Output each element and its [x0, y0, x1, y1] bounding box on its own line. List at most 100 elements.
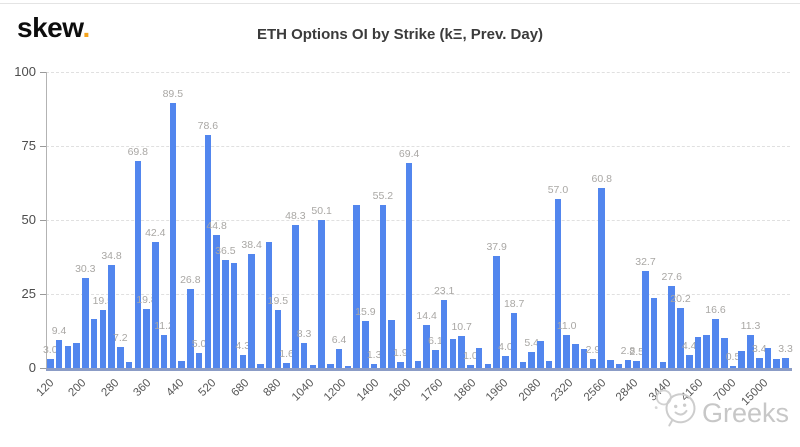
- bar-value-label: 3.0: [42, 344, 58, 357]
- bar: [589, 359, 597, 368]
- bar-value-label: 11.0: [556, 320, 577, 333]
- bar: [143, 309, 150, 368]
- bar: [738, 351, 746, 368]
- y-gridline: [46, 294, 790, 295]
- bar-value-label: 44.8: [206, 220, 227, 233]
- y-axis-label: 50: [21, 212, 36, 227]
- bar-value-label: 34.8: [101, 249, 122, 262]
- bar-value-label: 48.3: [285, 210, 306, 223]
- bar: [370, 364, 378, 368]
- bar: [64, 345, 72, 368]
- bar: [99, 310, 107, 368]
- bar: [73, 342, 80, 368]
- bar: [405, 162, 413, 368]
- bar-value-label: 5.4: [524, 337, 539, 350]
- bar: [55, 340, 63, 368]
- y-axis-label: 25: [21, 286, 36, 301]
- bar: [335, 349, 343, 368]
- bar-value-label: 26.8: [180, 273, 201, 286]
- bar-value-label: 14.4: [416, 310, 437, 323]
- bar-value-label: 55.2: [372, 189, 394, 202]
- bar-value-label: 69.4: [398, 147, 420, 160]
- bar-value-label: 2.9: [585, 344, 601, 357]
- bar: [458, 336, 465, 368]
- bar: [388, 320, 395, 368]
- skew-logo-dot: .: [82, 12, 90, 43]
- bar-value-label: 4.4: [681, 339, 697, 352]
- y-axis-tick: [40, 220, 46, 221]
- bar-value-label: 11.3: [740, 319, 761, 332]
- bar: [677, 308, 684, 368]
- bar: [773, 359, 781, 368]
- y-gridline: [46, 220, 790, 221]
- bar-value-label: 69.8: [127, 146, 149, 159]
- bar: [283, 363, 290, 368]
- bar-value-label: 0.5: [725, 350, 741, 363]
- bar-value-label: 32.7: [635, 256, 656, 269]
- bar: [510, 312, 518, 368]
- bar: [414, 361, 422, 368]
- bar-value-label: 78.6: [197, 120, 219, 133]
- skew-logo-text: skew: [17, 12, 83, 43]
- bar: [344, 365, 352, 368]
- y-gridline: [46, 146, 790, 147]
- bar: [528, 352, 535, 368]
- bar: [703, 335, 711, 368]
- bar-value-label: 30.3: [75, 263, 96, 276]
- bar: [432, 349, 439, 368]
- bar: [125, 362, 133, 368]
- y-axis-tick: [40, 146, 46, 147]
- greeks-watermark: Greeks: [651, 383, 789, 427]
- x-axis-baseline: [46, 368, 792, 371]
- bar-value-label: 19.5: [92, 295, 113, 308]
- bar: [423, 325, 430, 368]
- bar: [545, 361, 553, 368]
- bar-value-label: 16.6: [705, 303, 726, 316]
- bar: [187, 288, 194, 368]
- bar: [230, 262, 238, 368]
- bar: [178, 361, 185, 368]
- bar-value-label: 7.2: [112, 331, 128, 344]
- bar: [694, 336, 702, 368]
- bar: [449, 339, 457, 368]
- bar-value-label: 9.4: [51, 325, 67, 338]
- bar: [537, 341, 544, 368]
- bar: [108, 264, 115, 368]
- bar: [379, 204, 387, 368]
- bar: [607, 360, 614, 368]
- bar-value-label: 5.0: [191, 338, 207, 351]
- bar: [782, 358, 789, 368]
- y-axis-label: 75: [21, 138, 36, 153]
- bar: [720, 337, 728, 368]
- bar-value-label: 1.3: [366, 349, 382, 362]
- bar-value-label: 20.2: [670, 293, 691, 306]
- bar: [274, 310, 282, 368]
- y-axis-tick: [40, 72, 46, 73]
- bar: [257, 363, 264, 368]
- bar: [729, 365, 737, 368]
- bar: [598, 188, 605, 368]
- y-axis-tick: [40, 294, 46, 295]
- bar: [554, 199, 562, 368]
- bar: [397, 362, 404, 368]
- bar: [615, 363, 623, 368]
- bar: [195, 353, 203, 368]
- bar-value-label: 18.7: [503, 297, 525, 310]
- greeks-watermark-text: Greeks: [701, 398, 789, 428]
- bar-value-label: 23.1: [433, 284, 455, 297]
- bar: [82, 278, 89, 368]
- y-axis-label: 0: [28, 360, 36, 375]
- bar-value-label: 1.6: [279, 348, 294, 361]
- bar: [222, 259, 229, 368]
- wechat-face-icon: [654, 389, 696, 427]
- bar: [467, 365, 474, 368]
- bar: [633, 360, 640, 368]
- bar: [362, 320, 369, 368]
- bar: [265, 241, 273, 368]
- bar-value-label: 11.2: [154, 319, 174, 332]
- bar: [152, 242, 159, 368]
- bar: [650, 297, 658, 368]
- bar: [169, 103, 177, 368]
- bar: [493, 255, 500, 368]
